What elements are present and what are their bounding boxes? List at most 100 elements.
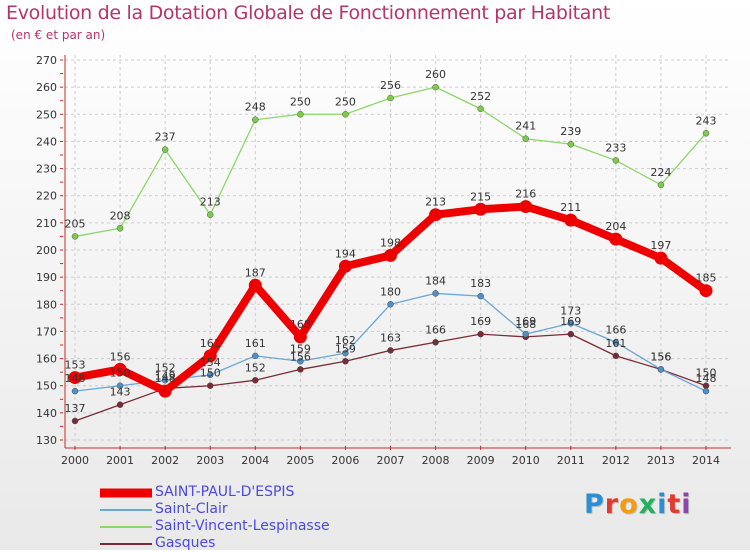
data-point	[567, 320, 574, 327]
data-label: 163	[380, 331, 401, 344]
data-point	[252, 352, 259, 360]
data-label: 148	[696, 372, 717, 385]
data-point	[564, 213, 578, 227]
x-tick-label: 2007	[377, 454, 405, 467]
data-point	[477, 330, 484, 338]
data-label: 149	[155, 369, 176, 382]
data-point	[342, 111, 349, 118]
data-label: 260	[425, 68, 446, 81]
data-point	[116, 382, 124, 389]
logo-letter: i	[681, 489, 692, 520]
data-label: 215	[470, 190, 491, 203]
y-tick-label: 160	[36, 353, 57, 366]
data-label: 233	[605, 141, 626, 154]
data-label: 173	[560, 304, 581, 317]
data-label: 148	[155, 372, 176, 385]
data-point	[522, 135, 529, 142]
data-label: 150	[110, 367, 131, 380]
data-label: 166	[425, 323, 446, 336]
legend-swatch	[100, 525, 152, 528]
data-point	[387, 347, 394, 354]
data-label: 194	[335, 247, 356, 260]
data-label: 184	[425, 274, 446, 287]
y-tick-label: 250	[36, 108, 57, 121]
data-label: 169	[560, 315, 581, 328]
x-tick-label: 2014	[692, 454, 720, 467]
data-label: 250	[290, 95, 311, 108]
data-point	[387, 301, 394, 308]
data-point	[342, 358, 349, 365]
data-point	[387, 94, 394, 102]
x-tick-label: 2005	[286, 454, 314, 467]
data-point	[657, 181, 665, 189]
y-tick-label: 270	[36, 54, 57, 67]
data-label: 150	[200, 367, 221, 380]
data-point	[474, 202, 488, 216]
y-tick-label: 200	[36, 244, 57, 257]
data-point	[207, 211, 214, 218]
y-tick-label: 230	[36, 163, 57, 176]
chart-title: Evolution de la Dotation Globale de Fonc…	[6, 2, 611, 24]
data-label: 239	[560, 125, 581, 138]
data-point	[522, 330, 529, 338]
logo-letter: o	[619, 489, 639, 520]
data-point	[612, 157, 620, 164]
data-label: 204	[605, 220, 626, 233]
data-label: 156	[290, 350, 311, 363]
data-label: 248	[245, 101, 266, 114]
y-tick-label: 150	[36, 380, 57, 393]
data-point	[567, 140, 574, 148]
data-point	[161, 377, 169, 384]
legend-label: Gasques	[155, 535, 216, 551]
data-label: 211	[560, 201, 581, 214]
data-label: 161	[245, 337, 266, 350]
legend-label: Saint-Clair	[155, 501, 228, 517]
data-point	[297, 366, 304, 373]
data-point	[612, 352, 620, 360]
x-tick-label: 2012	[602, 454, 630, 467]
data-point	[519, 200, 533, 214]
data-point	[699, 284, 713, 298]
data-point	[207, 382, 214, 389]
legend-label: Saint-Vincent-Lespinasse	[155, 518, 330, 534]
data-point	[252, 377, 259, 384]
legend-swatch	[100, 508, 152, 511]
x-tick-label: 2000	[61, 454, 89, 467]
data-label: 169	[515, 315, 536, 328]
logo-letter: t	[667, 489, 682, 520]
data-labels: 153 156 148 161 187 168 194 198 213 215 216 211 204 1…	[65, 68, 717, 415]
x-tick-label: 2009	[467, 454, 495, 467]
data-point	[432, 83, 439, 91]
data-point	[297, 111, 304, 118]
x-tick-label: 2008	[422, 454, 450, 467]
logo-letter: x	[638, 489, 658, 520]
data-label: 213	[200, 196, 221, 209]
x-tick-label: 2004	[241, 454, 269, 467]
x-tick-label: 2013	[647, 454, 675, 467]
data-label: 162	[335, 334, 356, 347]
data-point	[432, 339, 439, 346]
legend-swatch	[100, 542, 152, 545]
data-label: 256	[380, 79, 401, 92]
data-point	[71, 233, 79, 240]
data-point	[116, 401, 124, 408]
data-label: 156	[650, 350, 671, 363]
data-point	[384, 248, 397, 262]
data-point	[293, 330, 307, 344]
y-tick-label: 260	[36, 81, 57, 94]
y-tick-label: 130	[36, 434, 57, 447]
data-label: 152	[155, 361, 176, 374]
data-label: 237	[155, 131, 176, 144]
y-tick-label: 170	[36, 325, 57, 338]
data-label: 213	[425, 196, 446, 209]
legend-swatch	[100, 488, 152, 497]
series-lines	[68, 83, 713, 425]
x-tick-label: 2003	[196, 454, 224, 467]
data-label: 250	[335, 95, 356, 108]
logo-letter: i	[657, 489, 668, 520]
data-point	[71, 417, 79, 425]
axes: 130 140 150 160 170 180 190 200 210 220 230 240 250 2…	[36, 54, 731, 467]
data-label: 161	[605, 337, 626, 350]
data-point	[342, 349, 349, 357]
